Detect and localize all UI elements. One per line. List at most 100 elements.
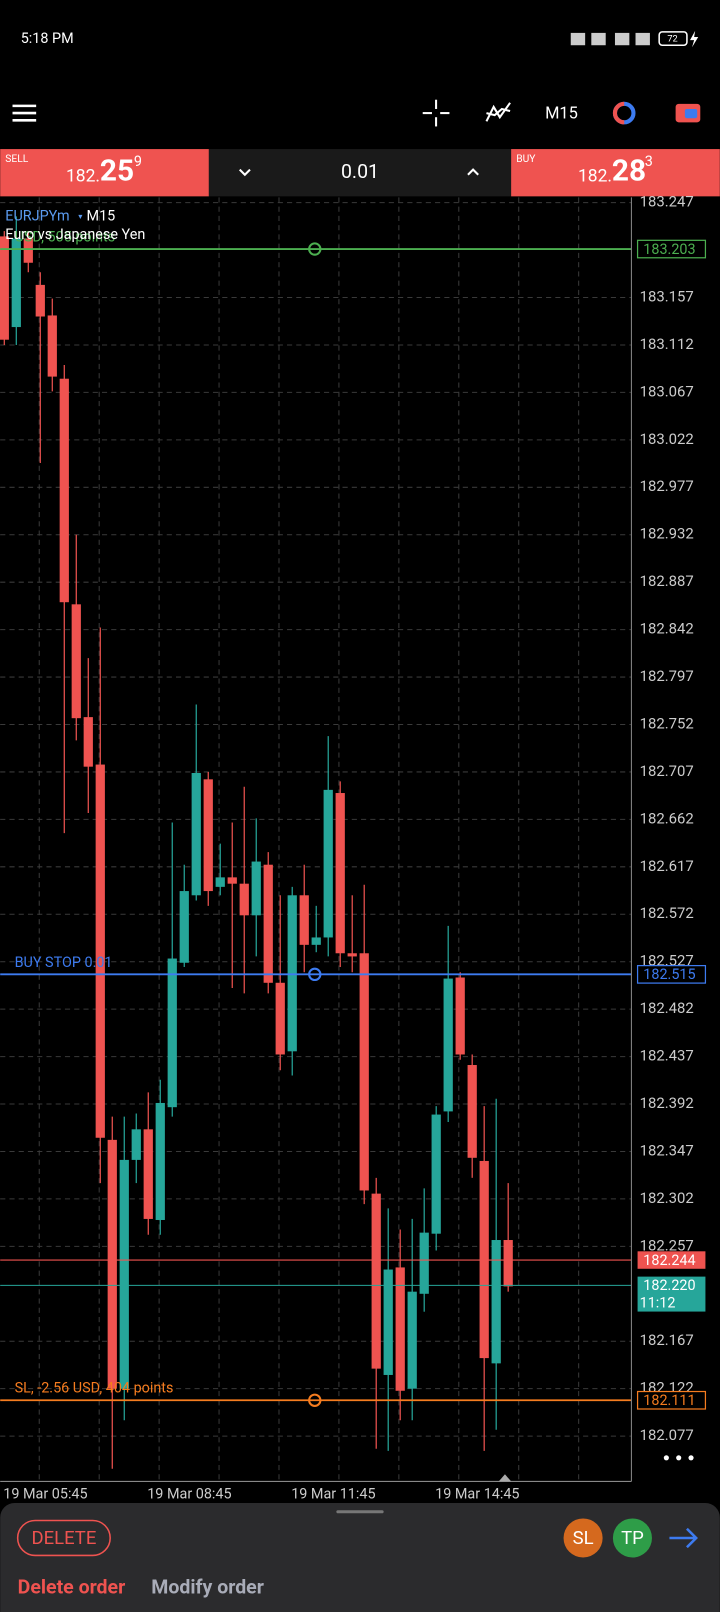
candle-body <box>179 891 189 963</box>
charging-icon <box>690 30 699 48</box>
candle-body <box>359 953 369 1191</box>
y-tick-label: 182.707 <box>640 762 694 780</box>
bottom-sheet <box>0 1503 720 1612</box>
chart-subtitle: Euro vs Japanese Yen <box>5 226 145 243</box>
symbol-dropdown[interactable] <box>78 214 83 219</box>
level-label: USD, 505 points <box>15 229 116 246</box>
level-price-box <box>636 1390 707 1410</box>
y-tick-label: 182.842 <box>640 620 694 638</box>
objects-icon-part <box>612 101 625 125</box>
next-button[interactable] <box>669 1527 698 1549</box>
tp-button-circle[interactable] <box>612 1518 652 1558</box>
trade-icon-part <box>684 108 698 119</box>
candle-body <box>275 982 285 1055</box>
candle-body <box>0 236 9 340</box>
candle-body <box>119 1159 129 1389</box>
delete-button[interactable]: DELETE <box>31 1527 96 1549</box>
candle-body <box>107 1139 117 1389</box>
candle-body <box>131 1129 141 1160</box>
candle-body <box>215 877 225 887</box>
volume-panel <box>208 149 512 197</box>
candle-body <box>407 1291 417 1389</box>
level-price-label: 182.111 <box>643 1392 695 1409</box>
candle-body <box>155 1102 165 1220</box>
chart-timeframe: M15 <box>87 208 116 225</box>
candle-body <box>311 937 321 945</box>
more-button[interactable] <box>663 1455 694 1461</box>
y-tick-label: 182.617 <box>640 857 694 875</box>
candle-body <box>23 238 33 263</box>
candle-body <box>335 793 345 954</box>
volume[interactable]: 0.01 <box>341 160 379 183</box>
candle-body <box>431 1114 441 1234</box>
level-price-box <box>637 1251 706 1269</box>
signal-icons <box>570 32 650 46</box>
sell-price-prefix: 182. <box>66 166 100 186</box>
x-tick-label: 19 Mar 05:45 <box>3 1486 87 1503</box>
candle-body <box>191 772 201 896</box>
y-tick-label: 182.077 <box>640 1426 694 1444</box>
candle-body <box>455 977 465 1055</box>
candle-body <box>467 1065 477 1158</box>
x-tick-label: 19 Mar 11:45 <box>291 1486 375 1503</box>
level-price-label: 182.244 <box>643 1252 695 1269</box>
candle-body <box>167 958 177 1108</box>
level-handle <box>308 242 322 256</box>
menu-button[interactable] <box>12 104 37 122</box>
timeframe-button[interactable]: M15 <box>545 104 578 123</box>
level-timer: 11:12 <box>640 1295 676 1312</box>
battery-icon <box>658 31 688 47</box>
y-tick-label: 182.167 <box>640 1331 694 1349</box>
y-tick-label: 182.932 <box>640 525 694 543</box>
candle-body <box>347 953 357 957</box>
candle-body <box>287 895 297 1052</box>
sell-price-small: 9 <box>134 153 142 170</box>
chart-layer: 183.247 183.157 183.112 183.067 183.022 182.9… <box>0 193 707 1503</box>
volume-up[interactable] <box>467 168 479 176</box>
status-time: 5:18 PM <box>21 30 74 47</box>
candle-body <box>443 978 453 1112</box>
candle-body <box>251 861 261 916</box>
crosshair-button[interactable] <box>422 99 450 127</box>
level-handle <box>308 1393 322 1407</box>
level-handle <box>308 967 322 982</box>
candle-body <box>35 284 45 317</box>
candle-body <box>299 895 309 945</box>
buy-button[interactable] <box>511 149 720 197</box>
delete-order-action[interactable]: Delete order <box>18 1576 126 1599</box>
chart-symbol: EURJPYm <box>5 208 69 225</box>
volume-down[interactable] <box>238 168 251 177</box>
y-tick-label: 183.067 <box>640 382 694 400</box>
buy-price-small: 3 <box>645 153 653 170</box>
candle-body <box>203 779 213 892</box>
level-label: SL, -2.56 USD, 404 points <box>15 1380 174 1397</box>
sheet-handle[interactable] <box>336 1510 384 1514</box>
y-tick-label: 182.437 <box>640 1047 694 1065</box>
x-tick-label: 19 Mar 08:45 <box>147 1486 231 1503</box>
y-tick-label: 183.247 <box>640 193 694 211</box>
sl-button-circle[interactable] <box>563 1518 603 1558</box>
candle-body <box>71 604 81 719</box>
buy-price-prefix: 182. <box>578 166 612 186</box>
sl-button[interactable]: SL <box>573 1527 594 1549</box>
sell-button[interactable] <box>0 149 209 197</box>
delete-button-frame[interactable] <box>16 1519 111 1557</box>
y-tick-label: 182.887 <box>640 572 694 590</box>
tp-button[interactable]: TP <box>621 1527 644 1549</box>
sell-label: SELL <box>5 152 28 165</box>
candle-body <box>83 717 93 767</box>
modify-order-action[interactable]: Modify order <box>151 1576 264 1599</box>
candle-body <box>503 1240 513 1287</box>
y-tick-label: 182.977 <box>640 477 694 495</box>
candle-body <box>491 1240 501 1364</box>
candle-body <box>383 1269 393 1375</box>
candle-body <box>239 883 249 916</box>
candle-body <box>59 378 69 603</box>
level-price-label: 182.220 <box>643 1277 695 1294</box>
level-price-label: 183.203 <box>643 241 695 258</box>
candle-body <box>143 1129 153 1219</box>
level-price-box <box>636 239 707 259</box>
indicators-button[interactable] <box>485 102 511 122</box>
y-tick-label: 182.257 <box>640 1236 694 1254</box>
